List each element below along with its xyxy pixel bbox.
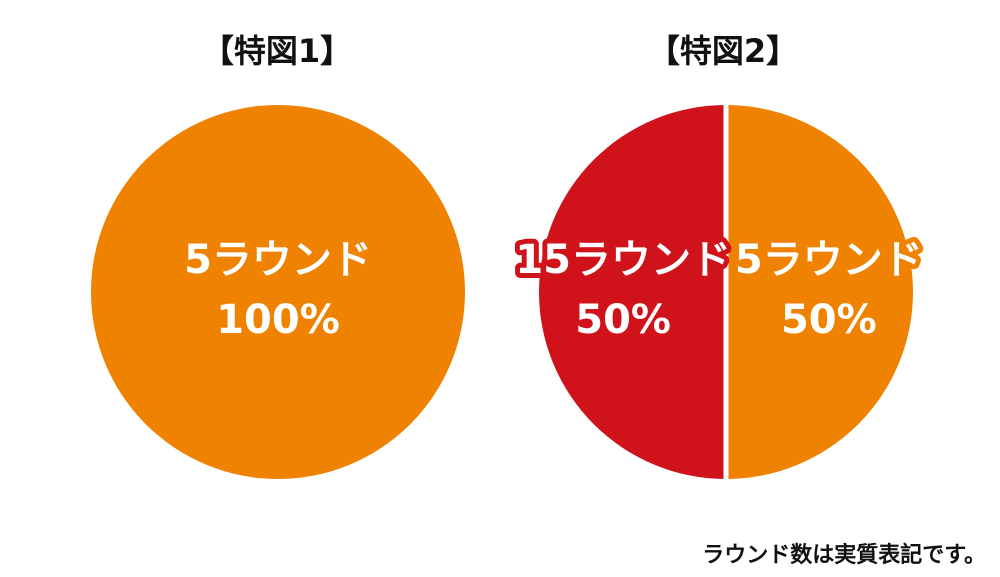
pie-2-slice-2-value-label: 50% xyxy=(575,297,671,343)
pie-1-slice-1 xyxy=(91,105,465,479)
chart-1-title: 【特図1】 xyxy=(201,32,353,70)
pie-1-slice-1-value-label: 100% xyxy=(216,297,340,343)
pie-chart-2: 5ラウンド 50% 15ラウンド 50% xyxy=(510,105,928,479)
pie-2-slice-2-label: 15ラウンド xyxy=(515,237,731,283)
chart-2-title: 【特図2】 xyxy=(647,32,799,70)
footnote: ラウンド数は実質表記です。 xyxy=(702,543,986,568)
pie-2-slice-1 xyxy=(726,105,913,479)
pie-2-slice-1-value-label: 50% xyxy=(781,297,877,343)
pie-chart-1: 5ラウンド 100% xyxy=(91,105,465,479)
pie-2-slice-1-label: 5ラウンド xyxy=(735,237,923,283)
pie-2-slice-2 xyxy=(539,105,726,479)
pie-1-slice-1-label: 5ラウンド xyxy=(184,237,372,283)
